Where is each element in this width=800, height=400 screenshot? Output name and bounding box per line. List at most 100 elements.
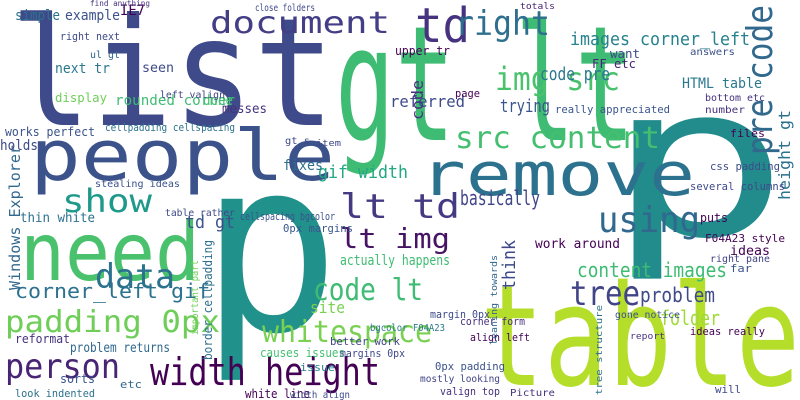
word: 0px padding [435, 360, 505, 373]
word: really appreciated [555, 103, 670, 116]
word: F04A23 style [705, 232, 785, 245]
word: works perfect [5, 125, 95, 139]
word: problem [640, 283, 715, 307]
word: IE7 [120, 3, 145, 19]
word: upper tr [395, 44, 450, 58]
word: td gt [185, 212, 235, 233]
word: lt td [340, 187, 460, 227]
word: answers [690, 47, 735, 58]
word: width height [150, 350, 380, 394]
word: document [210, 6, 390, 41]
word: example [65, 8, 120, 24]
word: important part [190, 260, 201, 335]
word: simple [15, 8, 60, 24]
word: Windows Explorer [6, 145, 24, 290]
word: people [30, 115, 335, 197]
word: corner form [460, 315, 525, 328]
word: item [316, 139, 341, 149]
word: remove [420, 140, 695, 210]
word: cellpadding cellspacing [105, 121, 235, 134]
word: content images [577, 258, 727, 282]
word: p [605, 40, 790, 285]
word: valign top [440, 385, 500, 398]
word: align left [470, 331, 530, 344]
word: display [55, 91, 107, 105]
word: done [203, 93, 233, 109]
word: td [415, 0, 470, 54]
word: code lt [313, 273, 423, 308]
word: folder [660, 306, 720, 330]
word: table [480, 256, 800, 400]
word: bottom etc [705, 93, 765, 104]
word: think [499, 240, 520, 290]
word: height gt [775, 110, 794, 200]
word: ideas [730, 244, 770, 259]
word: FF etc [592, 57, 636, 71]
word: etc [120, 378, 142, 391]
word: holds [0, 138, 38, 154]
word: margins 0px [340, 347, 405, 360]
word: list [10, 0, 335, 161]
word: css padding [710, 160, 780, 173]
word: whitespace [262, 315, 432, 350]
word: files [730, 127, 765, 140]
word: reformat [15, 332, 70, 346]
word: seen [142, 61, 174, 76]
word: far [730, 262, 752, 275]
word: site [310, 298, 345, 317]
word: right [455, 4, 550, 44]
word: better work [330, 335, 400, 348]
word: tree structure [595, 305, 605, 395]
word: code pre [540, 64, 610, 85]
word: ideas really [690, 325, 765, 338]
word: causes issues [260, 346, 345, 360]
word: actually happens [340, 253, 450, 269]
word: next tr [55, 61, 110, 77]
word: gone notice [615, 310, 680, 321]
word: table rather [165, 208, 235, 219]
word: HTML table [682, 76, 762, 92]
word: several columns [690, 180, 785, 193]
word: will [715, 383, 741, 396]
word: person [5, 347, 120, 387]
word: corner_left gif [15, 279, 210, 303]
word: messes [222, 102, 267, 117]
word: img src [495, 60, 620, 98]
word: white line [245, 387, 310, 400]
word: leaning towards [490, 255, 500, 345]
word: report [630, 332, 665, 342]
word: find anything [90, 0, 150, 8]
word: margin 0px [430, 308, 490, 321]
word: padding 0px [5, 305, 220, 340]
word: gif width [318, 162, 408, 183]
word: want [610, 47, 640, 61]
word: basically [460, 186, 540, 210]
word: lt img [340, 222, 450, 255]
word: pre code [740, 5, 781, 155]
word: border cellpadding [201, 240, 215, 360]
word: 0px margins [283, 222, 353, 235]
word: look indented [15, 387, 95, 400]
word: rounded corner [115, 93, 235, 109]
word: right next [60, 30, 120, 43]
word: fixes [283, 158, 323, 174]
word: src content [455, 121, 660, 156]
word: tree [570, 274, 640, 314]
word: code [408, 80, 427, 120]
word: cellspacing bgcolor [240, 210, 335, 223]
word: width align [290, 390, 350, 400]
word: p [200, 107, 340, 387]
word: totals [520, 2, 555, 12]
word: ul gt [90, 50, 120, 61]
word: number [705, 105, 745, 116]
word: referred [390, 92, 465, 111]
word: trying [500, 96, 550, 117]
word: show [62, 182, 153, 220]
word: puts [700, 211, 728, 225]
word: images corner_left [570, 29, 750, 50]
word: gt s [285, 136, 310, 147]
word: gt lt [335, 0, 635, 178]
